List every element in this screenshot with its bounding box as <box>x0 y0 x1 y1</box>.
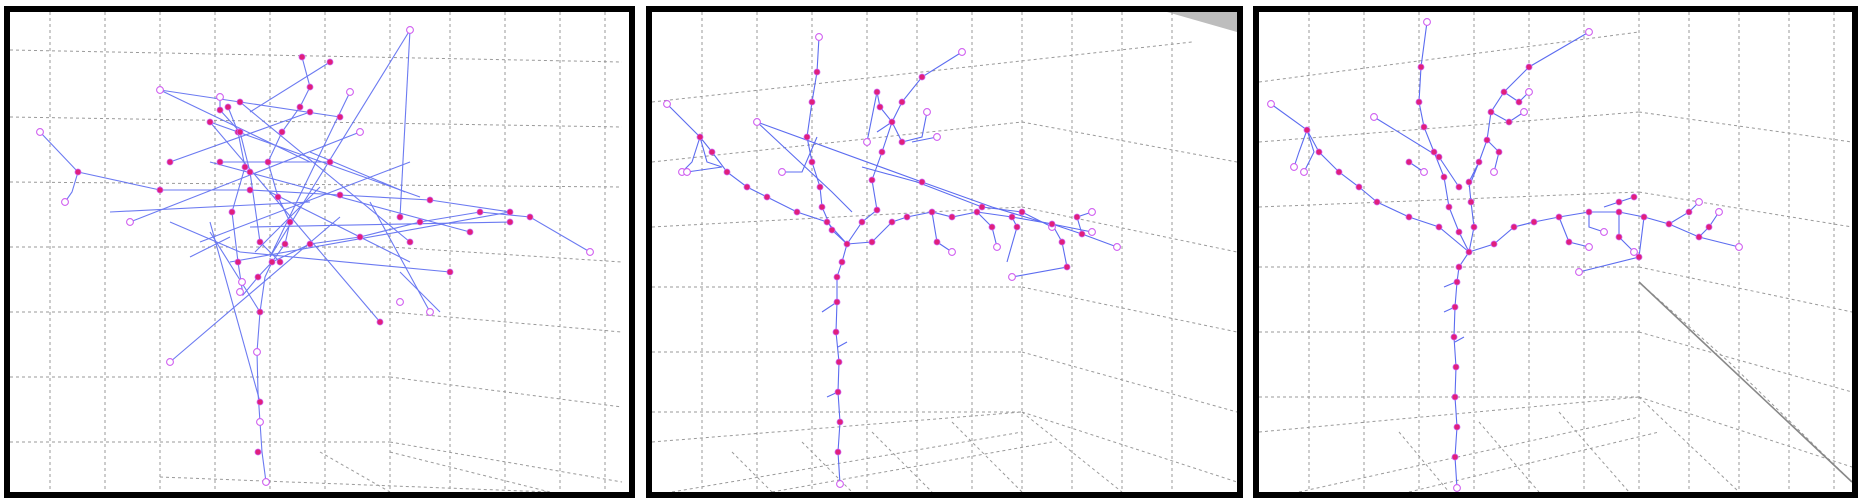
tree-edges <box>39 29 591 483</box>
panel-1-plot <box>10 12 623 492</box>
tree-edges <box>666 36 1118 485</box>
tree-joints <box>74 53 534 456</box>
panel-tangled-tree <box>4 6 635 498</box>
panel-branching-tree-b <box>1253 6 1858 498</box>
tree-nodes <box>663 33 1121 488</box>
grid-back-wall <box>10 12 623 492</box>
tree-nodes <box>1267 18 1743 492</box>
grid-back-wall <box>1259 12 1852 492</box>
floor-axis-edge <box>1638 281 1852 483</box>
tree-joints <box>696 68 1086 456</box>
tree-edges <box>1270 21 1740 489</box>
panel-2-plot <box>652 12 1237 492</box>
panel-3-plot <box>1259 12 1852 492</box>
corner-shade <box>1167 12 1237 32</box>
grid-back-wall <box>652 12 1237 492</box>
panel-branching-tree-a <box>646 6 1243 498</box>
tree-nodes <box>36 26 594 486</box>
tree-joints <box>1303 63 1713 461</box>
